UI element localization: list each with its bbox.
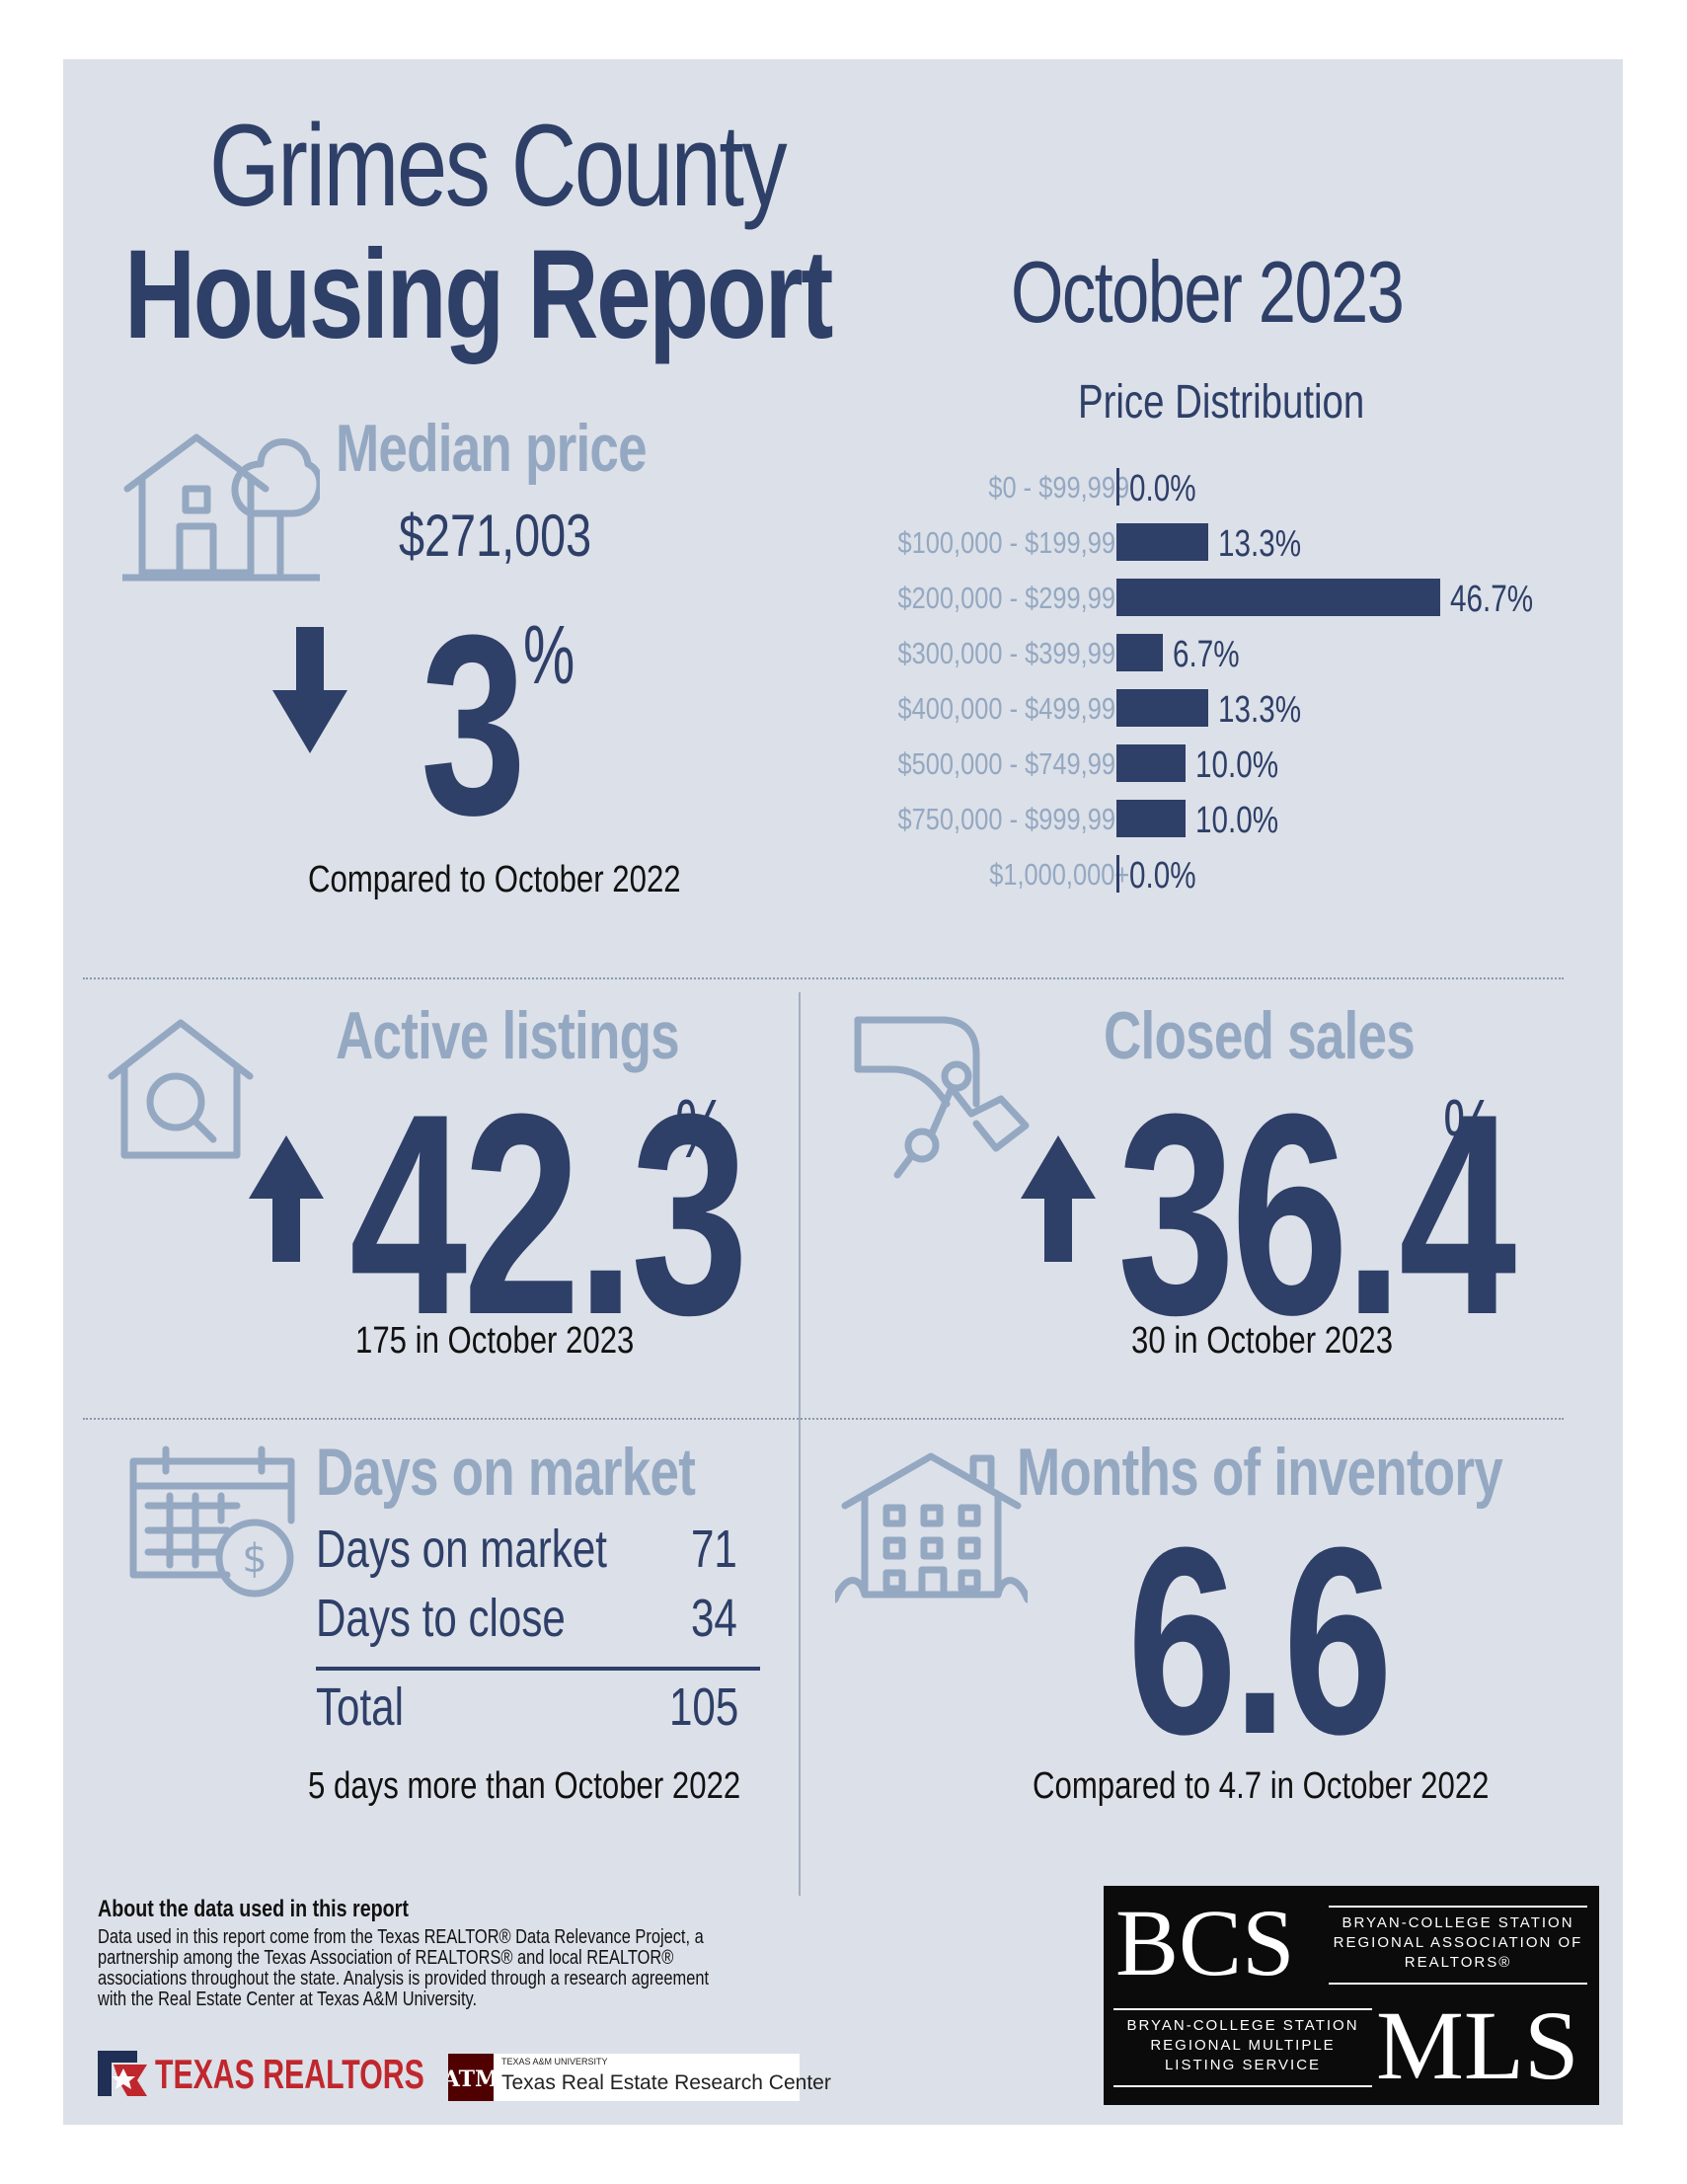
price-row: $300,000 - $399,999 6.7%	[63, 630, 1623, 677]
texas-realtors-mark-icon	[98, 2051, 147, 2096]
texas-realtors-text: TEXAS REALTORS	[155, 2051, 424, 2097]
tamu-small-text: TEXAS A&M UNIVERSITY	[501, 2057, 608, 2067]
logo-rule	[1329, 1906, 1587, 1908]
logo-rule	[1329, 1983, 1587, 1985]
price-bar	[1116, 634, 1163, 671]
bcs-text: BCS	[1115, 1890, 1295, 1995]
price-row-label: $400,000 - $499,999	[897, 691, 1129, 726]
bcs-assoc-text: BRYAN-COLLEGE STATION REGIONAL ASSOCIATI…	[1333, 1914, 1583, 1971]
price-row-value: 0.0%	[1129, 855, 1196, 897]
price-row: $750,000 - $999,999 10.0%	[63, 796, 1623, 843]
mls-desc-text: BRYAN-COLLEGE STATION REGIONAL MULTIPLE …	[1126, 2017, 1359, 2073]
house-search-icon	[108, 1019, 254, 1159]
tamu-logo: ATM TEXAS A&M UNIVERSITY Texas Real Esta…	[442, 2054, 831, 2101]
months-inventory-title: Months of inventory	[1017, 1435, 1503, 1510]
closed-sales-unit: %	[1443, 1082, 1495, 1175]
closed-sales-caption: 30 in October 2023	[1131, 1320, 1394, 1362]
report-panel: Grimes County Housing Report October 202…	[63, 59, 1623, 2125]
tamu-mark-icon: ATM	[442, 2054, 498, 2101]
days-on-market-caption: 5 days more than October 2022	[308, 1765, 741, 1807]
divider-horizontal	[83, 977, 1564, 979]
price-row-value: 46.7%	[1450, 579, 1534, 620]
dom-row-label: Days to close	[316, 1589, 566, 1648]
report-title-county: Grimes County	[209, 101, 788, 231]
price-bar	[1116, 800, 1186, 837]
price-row-label: $1,000,000+	[988, 857, 1129, 892]
months-inventory-caption: Compared to 4.7 in October 2022	[1033, 1765, 1490, 1807]
price-row: $200,000 - $299,999 46.7%	[63, 575, 1623, 622]
days-on-market-title: Days on market	[316, 1435, 696, 1510]
arrow-up-icon	[249, 1135, 324, 1262]
calendar-dollar-icon: $	[129, 1445, 295, 1598]
price-row-label: $500,000 - $749,999	[897, 746, 1129, 781]
report-month: October 2023	[1011, 243, 1405, 341]
price-distribution-title: Price Distribution	[1078, 376, 1365, 429]
price-row-value: 10.0%	[1195, 800, 1279, 841]
price-bar	[1116, 468, 1119, 506]
price-row-label: $750,000 - $999,999	[897, 802, 1129, 836]
median-price-title: Median price	[336, 411, 648, 486]
dom-row-value: 34	[691, 1589, 737, 1648]
price-row-value: 0.0%	[1129, 468, 1196, 509]
arrow-down-icon	[272, 627, 347, 753]
texas-realtors-logo: TEXAS REALTORS	[98, 2049, 424, 2102]
price-bar	[1116, 579, 1440, 616]
price-row: $100,000 - $199,999 13.3%	[63, 519, 1623, 567]
house-tree-icon	[122, 433, 320, 582]
median-price-caption: Compared to October 2022	[308, 859, 681, 900]
price-bar	[1116, 689, 1208, 727]
price-bar	[1116, 855, 1119, 893]
logo-rule	[1113, 2008, 1372, 2010]
price-row-label: $100,000 - $199,999	[897, 525, 1129, 560]
bcs-mls-logo: BCS BRYAN-COLLEGE STATION REGIONAL ASSOC…	[1104, 1886, 1599, 2105]
total-rule	[316, 1667, 760, 1671]
price-row-value: 10.0%	[1195, 744, 1279, 786]
price-row-label: $300,000 - $399,999	[897, 636, 1129, 670]
closed-sales-change: 36.4	[1117, 1054, 1516, 1374]
price-bar	[1116, 744, 1186, 782]
mls-text: MLS	[1376, 1990, 1579, 2100]
price-row-value: 6.7%	[1173, 634, 1240, 675]
active-listings-title: Active listings	[336, 998, 680, 1073]
divider-vertical	[799, 992, 801, 1896]
median-price-unit: %	[523, 608, 575, 701]
price-row-label: $200,000 - $299,999	[897, 581, 1129, 615]
dom-row-value: 71	[691, 1520, 737, 1579]
dom-total-label: Total	[316, 1677, 404, 1737]
about-heading: About the data used in this report	[98, 1896, 409, 1922]
price-row: $1,000,000+ 0.0%	[63, 851, 1623, 898]
median-price-value: $271,003	[399, 503, 592, 569]
price-bar	[1116, 523, 1208, 561]
days-on-market-table: Days on market 71 Days to close 34 Total…	[316, 1519, 770, 1805]
dom-total-value: 105	[669, 1677, 739, 1737]
price-row: $400,000 - $499,999 13.3%	[63, 685, 1623, 733]
tamu-center-text: Texas Real Estate Research Center	[501, 2071, 831, 2094]
report-title-main: Housing Report	[124, 224, 833, 365]
active-listings-change: 42.3	[349, 1054, 748, 1374]
divider-horizontal	[83, 1418, 1564, 1420]
price-row-label: $0 - $99,999	[988, 470, 1129, 505]
arrow-up-icon	[1021, 1135, 1096, 1262]
apartment-house-icon	[835, 1452, 1028, 1603]
months-inventory-value: 6.6	[1127, 1493, 1393, 1790]
active-listings-caption: 175 in October 2023	[355, 1320, 635, 1362]
dom-row-label: Days on market	[316, 1520, 607, 1579]
active-listings-unit: %	[675, 1082, 728, 1175]
median-price-change: 3	[421, 583, 526, 869]
hand-keys-icon	[854, 1016, 1030, 1179]
closed-sales-title: Closed sales	[1104, 998, 1416, 1073]
price-row: $500,000 - $749,999 10.0%	[63, 741, 1623, 788]
logo-rule	[1113, 2085, 1372, 2087]
price-row: $0 - $99,999 0.0%	[63, 464, 1623, 511]
price-row-value: 13.3%	[1218, 689, 1302, 731]
price-row-value: 13.3%	[1218, 523, 1302, 565]
svg-text:$: $	[242, 1536, 267, 1582]
svg-text:ATM: ATM	[448, 2067, 494, 2092]
about-text: Data used in this report come from the T…	[98, 1926, 710, 2010]
